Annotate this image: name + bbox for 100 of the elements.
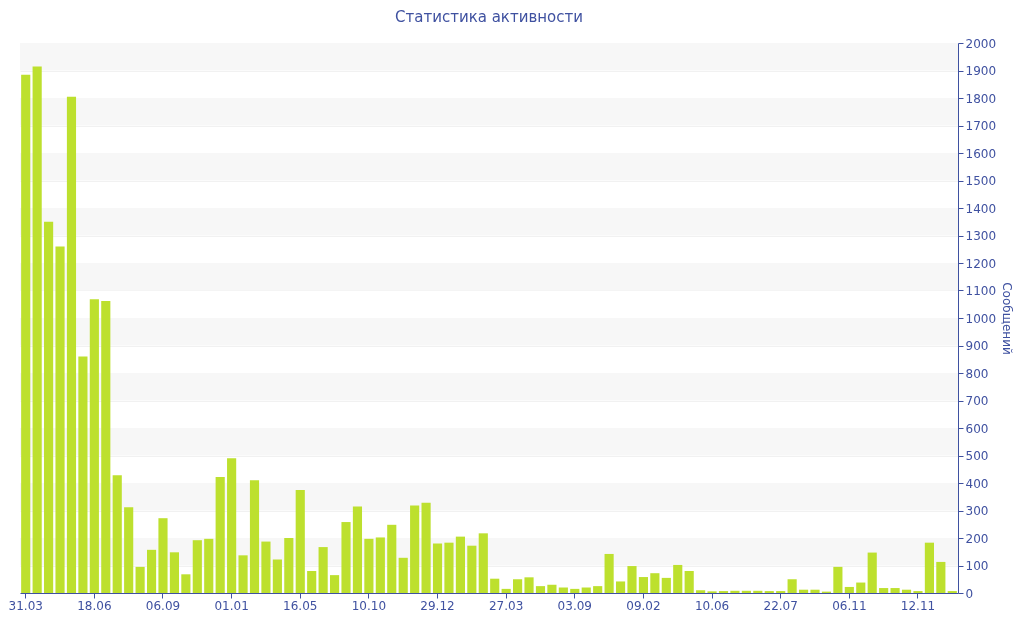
x-tick-label: 06.09: [145, 598, 181, 613]
y-axis-title: Сообщений: [1000, 282, 1015, 355]
bar: [284, 538, 294, 593]
bar: [307, 571, 317, 593]
bar: [169, 552, 179, 593]
bar: [158, 518, 168, 593]
bar: [272, 559, 282, 593]
bar: [615, 581, 626, 593]
bar: [364, 538, 374, 593]
y-tick-label: 1400: [965, 201, 997, 216]
bar: [455, 536, 465, 593]
y-tick-label: 600: [965, 421, 989, 436]
bar: [421, 502, 431, 593]
bar: [490, 578, 500, 593]
bar: [890, 588, 900, 593]
y-tick-label: 200: [965, 531, 989, 546]
bar: [78, 356, 88, 593]
bar: [21, 74, 31, 593]
x-tick-label: 10.10: [351, 598, 387, 613]
x-tick-label: 18.06: [77, 598, 112, 613]
bar: [799, 589, 809, 593]
y-tick-label: 700: [965, 394, 989, 408]
y-tick-label: 1300: [965, 229, 997, 243]
y-tick-label: 1700: [965, 119, 997, 133]
bar: [810, 589, 820, 593]
x-tick-label: 29.12: [420, 598, 455, 613]
bar: [238, 555, 248, 593]
bar: [112, 475, 122, 593]
x-tick-label: 22.07: [763, 598, 798, 613]
y-tick-label: 900: [965, 339, 989, 353]
bar: [66, 96, 77, 593]
bar: [410, 505, 420, 593]
bar: [330, 575, 340, 593]
bar: [295, 489, 305, 593]
bar: [570, 588, 580, 593]
bar: [192, 540, 202, 593]
bar: [261, 541, 271, 593]
bar: [215, 476, 225, 593]
bar: [524, 577, 534, 593]
bar: [44, 221, 54, 593]
x-tick-label: 12.11: [900, 598, 936, 613]
x-tick-label: 16.05: [283, 598, 318, 613]
bar: [627, 566, 637, 593]
bar: [879, 588, 889, 593]
bar: [856, 582, 866, 593]
bar: [753, 590, 763, 593]
bar: [581, 587, 591, 593]
bar: [833, 566, 843, 593]
bar: [89, 299, 99, 593]
y-tick-label: 2000: [965, 36, 997, 51]
bar: [650, 573, 660, 593]
bar: [547, 584, 557, 593]
x-tick-label: 03.09: [557, 598, 592, 613]
y-tick-label: 1900: [965, 64, 997, 78]
x-tick-label: 01.01: [214, 598, 249, 613]
bar: [901, 589, 912, 593]
bar: [398, 557, 408, 593]
bar: [684, 571, 694, 593]
bar: [936, 561, 946, 593]
y-tick-label: 800: [965, 366, 989, 381]
x-tick-label: 09.02: [626, 598, 661, 613]
bar: [318, 547, 328, 593]
bar: [741, 590, 751, 593]
bar: [341, 522, 351, 593]
y-tick-label: 1800: [965, 91, 997, 106]
bar: [535, 586, 546, 593]
y-tick-label: 100: [965, 559, 989, 573]
bar: [604, 553, 614, 593]
y-tick-label: 300: [965, 504, 989, 518]
bar: [478, 533, 488, 593]
bar: [867, 552, 877, 593]
bar: [696, 590, 706, 593]
x-tick-label: 27.03: [488, 598, 524, 613]
bar: [513, 579, 523, 593]
bar: [787, 579, 797, 593]
y-tick-label: 1000: [965, 311, 997, 326]
bar: [352, 506, 363, 593]
bar: [444, 542, 454, 593]
bar: [673, 564, 683, 593]
bar: [638, 577, 648, 593]
y-tick-label: 1600: [965, 146, 997, 161]
y-tick-label: 1200: [965, 256, 997, 271]
bar: [249, 480, 260, 593]
bar: [844, 586, 854, 593]
bar: [146, 549, 157, 593]
bar: [467, 545, 477, 593]
bar: [181, 574, 191, 593]
bar: [55, 246, 65, 593]
chart-title: Статистика активности: [395, 8, 583, 26]
bar: [204, 538, 214, 593]
y-tick-label: 1100: [965, 284, 997, 298]
y-tick-label: 400: [965, 476, 989, 491]
y-tick-label: 500: [965, 449, 989, 463]
bar: [661, 577, 671, 593]
bar: [101, 300, 111, 593]
bar: [924, 542, 934, 593]
bar: [432, 543, 443, 593]
bar: [375, 537, 385, 593]
bar: [730, 590, 740, 593]
bar: [387, 524, 397, 593]
